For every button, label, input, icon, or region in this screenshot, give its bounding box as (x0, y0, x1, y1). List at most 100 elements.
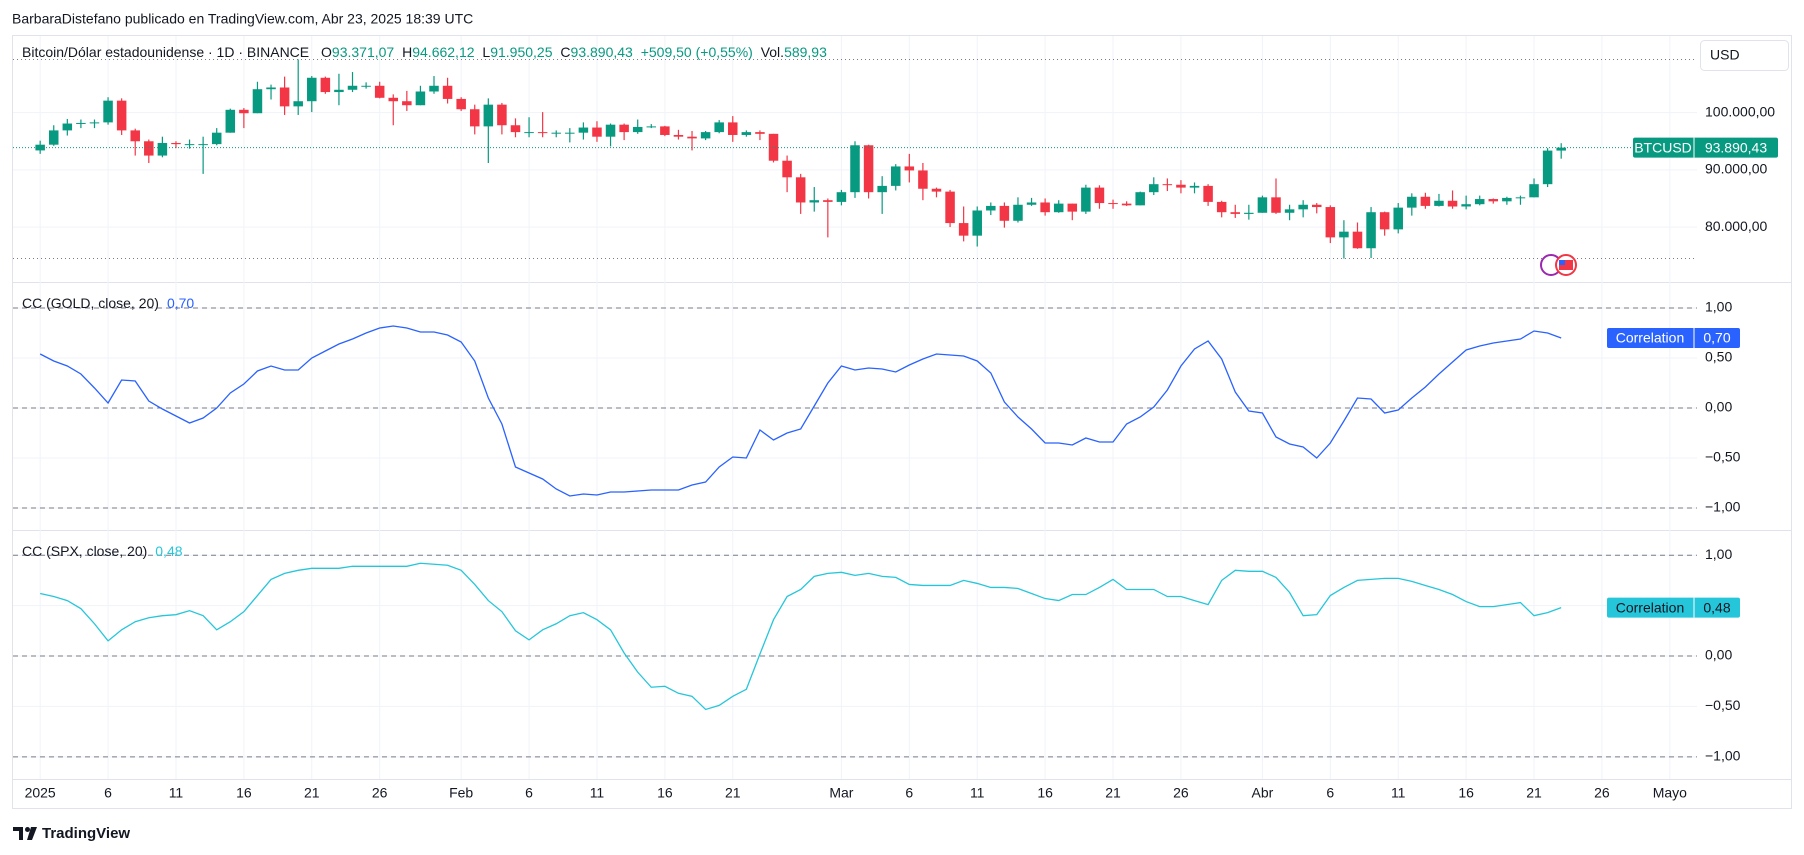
x-tick-label: Feb (449, 785, 473, 801)
candle-body (565, 132, 575, 134)
candle-body (469, 109, 480, 127)
x-tick-label: 21 (304, 785, 320, 801)
symbol-title: Bitcoin/Dólar estadounidense · 1D · BINA… (22, 44, 309, 60)
candle-body (1366, 212, 1376, 249)
candle-body (850, 145, 860, 193)
candle-body (1339, 231, 1349, 238)
candle-body (157, 142, 168, 156)
candle-body (1026, 202, 1037, 205)
candle-body (972, 210, 982, 236)
indicator-name: CC (GOLD, close, 20) (22, 295, 159, 311)
x-tick-label: Abr (1252, 785, 1274, 801)
candle-body (1067, 203, 1078, 212)
candle-body (1420, 196, 1431, 206)
currency-button[interactable] (1700, 40, 1789, 71)
candle-body (1488, 199, 1499, 202)
candle-body (225, 109, 236, 133)
candle-body (1515, 197, 1526, 199)
candle-body (320, 77, 331, 93)
symbol-badge-label: BTCUSD (1634, 139, 1692, 155)
grid-layer (12, 36, 1792, 780)
x-tick-label: 6 (525, 785, 533, 801)
price-badge-label: 93.890,43 (1705, 139, 1767, 155)
candle-body (171, 142, 181, 145)
flag-icon (1559, 260, 1573, 270)
candle-body (1121, 203, 1132, 206)
candle-body (646, 126, 657, 128)
candle-body (1094, 187, 1105, 204)
candle-body (795, 177, 806, 203)
candle-body (605, 124, 616, 137)
candle-body (1053, 203, 1064, 213)
candle-body (537, 132, 548, 134)
candle-body (823, 200, 833, 202)
y-tick-label: −0,50 (1705, 697, 1741, 713)
candle-body (1407, 196, 1417, 208)
candle-body (1298, 204, 1308, 210)
candle-body (361, 85, 371, 87)
x-tick-label: 11 (169, 785, 184, 801)
candle-body (279, 87, 290, 107)
x-tick-label: 26 (372, 785, 388, 801)
y-tick-label: 1,00 (1705, 299, 1732, 315)
candle-body (1013, 204, 1023, 221)
y-tick-label: 80.000,00 (1705, 218, 1767, 234)
x-tick-label: 21 (1526, 785, 1542, 801)
open-value: 93.371,07 (332, 44, 394, 60)
candle-body (1529, 184, 1539, 198)
candle-body (1311, 204, 1322, 208)
candle-body (1244, 212, 1254, 214)
x-tick-label: 21 (725, 785, 741, 801)
currency-label[interactable]: USD (1710, 47, 1740, 63)
candle-body (1176, 184, 1186, 188)
candle-body (918, 170, 928, 189)
indicator-value: 0,70 (167, 295, 194, 311)
candle-body (347, 85, 358, 90)
candle-body (1352, 231, 1363, 249)
volume-prefix: Vol. (761, 44, 784, 60)
candle-body (578, 127, 589, 133)
indicator-name: CC (SPX, close, 20) (22, 543, 147, 559)
candle-body (144, 141, 154, 156)
indicator-value: 0,48 (155, 543, 182, 559)
candle-body (116, 100, 127, 131)
candle-body (76, 122, 86, 124)
candle-body (198, 144, 208, 146)
indicator-title: CC (SPX, close, 20) 0,48 (22, 543, 183, 559)
x-tick-label: 11 (970, 785, 985, 801)
candle-body (510, 125, 521, 133)
indicator-badge (1607, 328, 1740, 348)
candle-body (1556, 147, 1566, 151)
symbol-legend: Bitcoin/Dólar estadounidense · 1D · BINA… (22, 44, 827, 60)
x-tick-label: 6 (1326, 785, 1334, 801)
candle-body (1216, 201, 1227, 213)
x-tick-label: 26 (1173, 785, 1189, 801)
indicator-badge-name: Correlation (1616, 330, 1684, 346)
candle-body (103, 100, 113, 123)
candle-body (239, 109, 249, 114)
x-tick-label: 16 (1037, 785, 1053, 801)
low-value: 91.950,25 (490, 44, 552, 60)
logo-mark (13, 827, 23, 840)
y-tick-label: 0,00 (1705, 399, 1732, 415)
brand-logo (13, 827, 37, 840)
y-tick-label: 90.000,00 (1705, 161, 1767, 177)
y-tick-label: 0,00 (1705, 647, 1732, 663)
candle-body (1447, 200, 1458, 207)
candle-body (632, 126, 643, 133)
candle-body (741, 132, 752, 135)
candle-body (836, 192, 847, 202)
x-tick-label: 26 (1594, 785, 1610, 801)
candle-body (1135, 192, 1145, 206)
x-tick-label: 11 (590, 785, 605, 801)
candle-body (660, 126, 670, 135)
candle-body (497, 104, 507, 126)
indicator-badge-value: 0,70 (1703, 330, 1730, 346)
chart-frame (12, 35, 1792, 809)
candle-body (1203, 185, 1213, 202)
indicator-badge (1607, 597, 1740, 618)
candle-body (1271, 197, 1281, 213)
x-tick-label: Mar (829, 785, 853, 801)
